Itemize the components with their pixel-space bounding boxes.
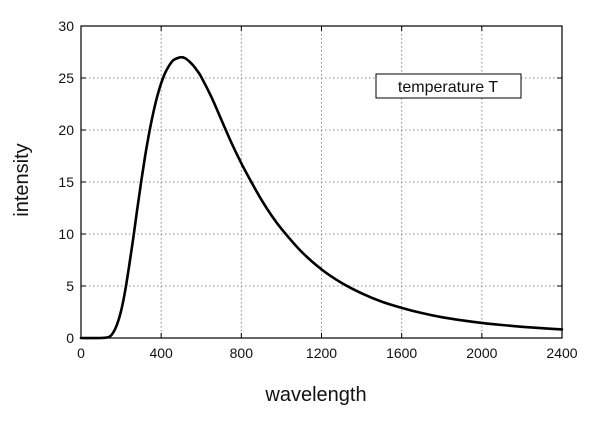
y-tick-label: 15 — [58, 174, 74, 190]
x-axis-title: wavelength — [264, 384, 366, 406]
legend-box — [375, 73, 522, 99]
intensity-curve — [79, 55, 564, 340]
y-tick-labels: 0 5 10 15 20 25 30 — [58, 18, 74, 346]
x-tick-label: 0 — [77, 345, 85, 361]
y-tick-label: 0 — [66, 330, 74, 346]
x-tick-label: 1600 — [386, 345, 417, 361]
plot-frame — [80, 25, 563, 339]
y-axis-title: intensity — [11, 143, 33, 216]
x-tick-label: 1200 — [306, 345, 337, 361]
series-layer — [79, 55, 564, 340]
grid-lines — [81, 26, 562, 338]
y-tick-label: 20 — [58, 122, 74, 138]
x-tick-label: 800 — [230, 345, 254, 361]
y-tick-label: 30 — [58, 18, 74, 34]
x-tick-labels: 0 400 800 1200 1600 2000 2400 — [77, 345, 578, 361]
legend-label: temperature T — [398, 79, 498, 96]
x-tick-label: 2000 — [466, 345, 497, 361]
x-tick-label: 2400 — [546, 345, 577, 361]
legend: temperature T — [375, 73, 522, 99]
y-tick-label: 25 — [58, 70, 74, 86]
x-tick-label: 400 — [149, 345, 173, 361]
y-tick-label: 5 — [66, 278, 74, 294]
y-tick-label: 10 — [58, 226, 74, 242]
